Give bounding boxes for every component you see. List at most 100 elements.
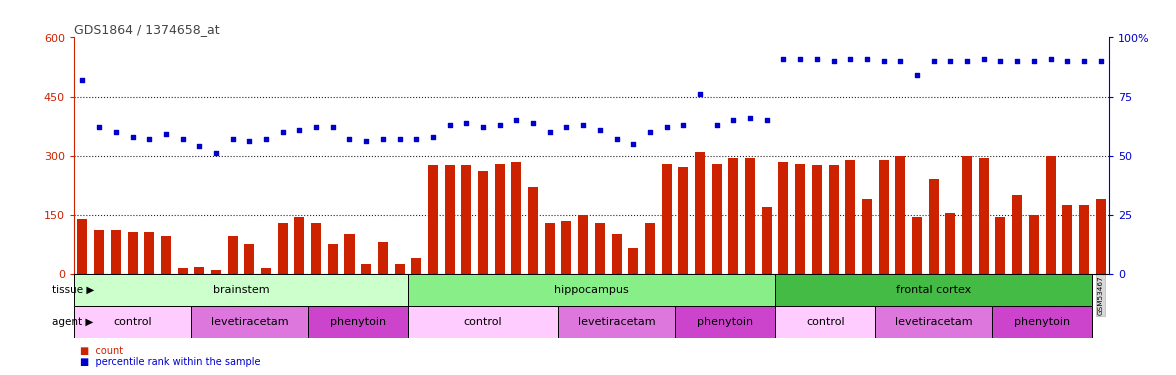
Point (457, 120, 476, 126)
Point (407, 136, 426, 142)
Bar (779, 162, 788, 274)
Bar (278, 223, 288, 274)
Point (991, 58, 1010, 64)
Bar (194, 267, 205, 274)
Bar (412, 258, 421, 274)
Bar (308, 306, 408, 338)
Point (340, 136, 359, 142)
Text: hippocampus: hippocampus (554, 285, 629, 295)
Text: control: control (806, 316, 844, 327)
Bar (644, 223, 655, 274)
Bar (829, 165, 838, 274)
Bar (962, 156, 973, 274)
Point (1091, 58, 1110, 64)
Bar (1029, 214, 1038, 274)
Point (790, 56, 809, 62)
Text: levetiracetam: levetiracetam (211, 316, 288, 327)
Point (824, 58, 843, 64)
Point (440, 122, 459, 128)
Point (808, 56, 827, 62)
Point (757, 117, 776, 123)
Point (541, 129, 560, 135)
Bar (1096, 199, 1105, 274)
Point (841, 56, 860, 62)
Bar (875, 306, 993, 338)
Bar (811, 165, 822, 274)
Bar (74, 274, 408, 306)
Point (574, 122, 593, 128)
Bar (775, 274, 1093, 306)
Point (774, 56, 793, 62)
Point (657, 124, 676, 130)
Point (290, 127, 309, 133)
Point (957, 58, 976, 64)
Point (707, 122, 726, 128)
Bar (345, 234, 354, 274)
Bar (1045, 156, 1056, 274)
Point (557, 124, 576, 130)
Text: phenytoin: phenytoin (1014, 316, 1070, 327)
Bar (74, 306, 191, 338)
Point (423, 134, 442, 140)
Text: levetiracetam: levetiracetam (895, 316, 973, 327)
Point (908, 72, 927, 78)
Point (207, 150, 226, 156)
Bar (512, 162, 521, 274)
Point (641, 129, 660, 135)
Point (89, 124, 108, 130)
Bar (1078, 205, 1089, 274)
Bar (294, 217, 305, 274)
Bar (662, 164, 671, 274)
Bar (993, 306, 1093, 338)
Bar (261, 268, 270, 274)
Bar (978, 158, 989, 274)
Bar (528, 187, 539, 274)
Point (1058, 58, 1077, 64)
Point (490, 122, 509, 128)
Bar (408, 306, 559, 338)
Point (273, 129, 292, 135)
Bar (561, 220, 572, 274)
Point (623, 141, 642, 147)
Bar (628, 248, 639, 274)
Point (741, 115, 760, 121)
Bar (995, 217, 1005, 274)
Text: tissue ▶: tissue ▶ (53, 285, 95, 295)
Text: phenytoin: phenytoin (329, 316, 386, 327)
Bar (675, 306, 775, 338)
Bar (127, 232, 138, 274)
Bar (395, 264, 405, 274)
Point (724, 117, 743, 123)
Bar (775, 306, 875, 338)
Bar (544, 223, 555, 274)
Bar (161, 236, 171, 274)
Point (1024, 58, 1043, 64)
Bar (795, 164, 806, 274)
Point (1075, 58, 1094, 64)
Text: ■  count: ■ count (80, 346, 123, 355)
Bar (612, 234, 622, 274)
Point (607, 136, 626, 142)
Point (307, 124, 326, 130)
Text: control: control (463, 316, 502, 327)
Bar (559, 306, 675, 338)
Bar (579, 214, 588, 274)
Bar (913, 217, 922, 274)
Bar (377, 242, 388, 274)
Point (507, 117, 526, 123)
Point (156, 131, 175, 137)
Point (857, 56, 876, 62)
Bar (862, 199, 871, 274)
Bar (178, 268, 188, 274)
Bar (477, 171, 488, 274)
Bar (695, 152, 706, 274)
Text: control: control (113, 316, 152, 327)
Point (123, 134, 142, 140)
Point (256, 136, 275, 142)
Bar (445, 165, 455, 274)
Point (189, 143, 208, 149)
Point (356, 138, 375, 144)
Point (690, 91, 709, 97)
Bar (78, 219, 87, 274)
Bar (728, 158, 739, 274)
